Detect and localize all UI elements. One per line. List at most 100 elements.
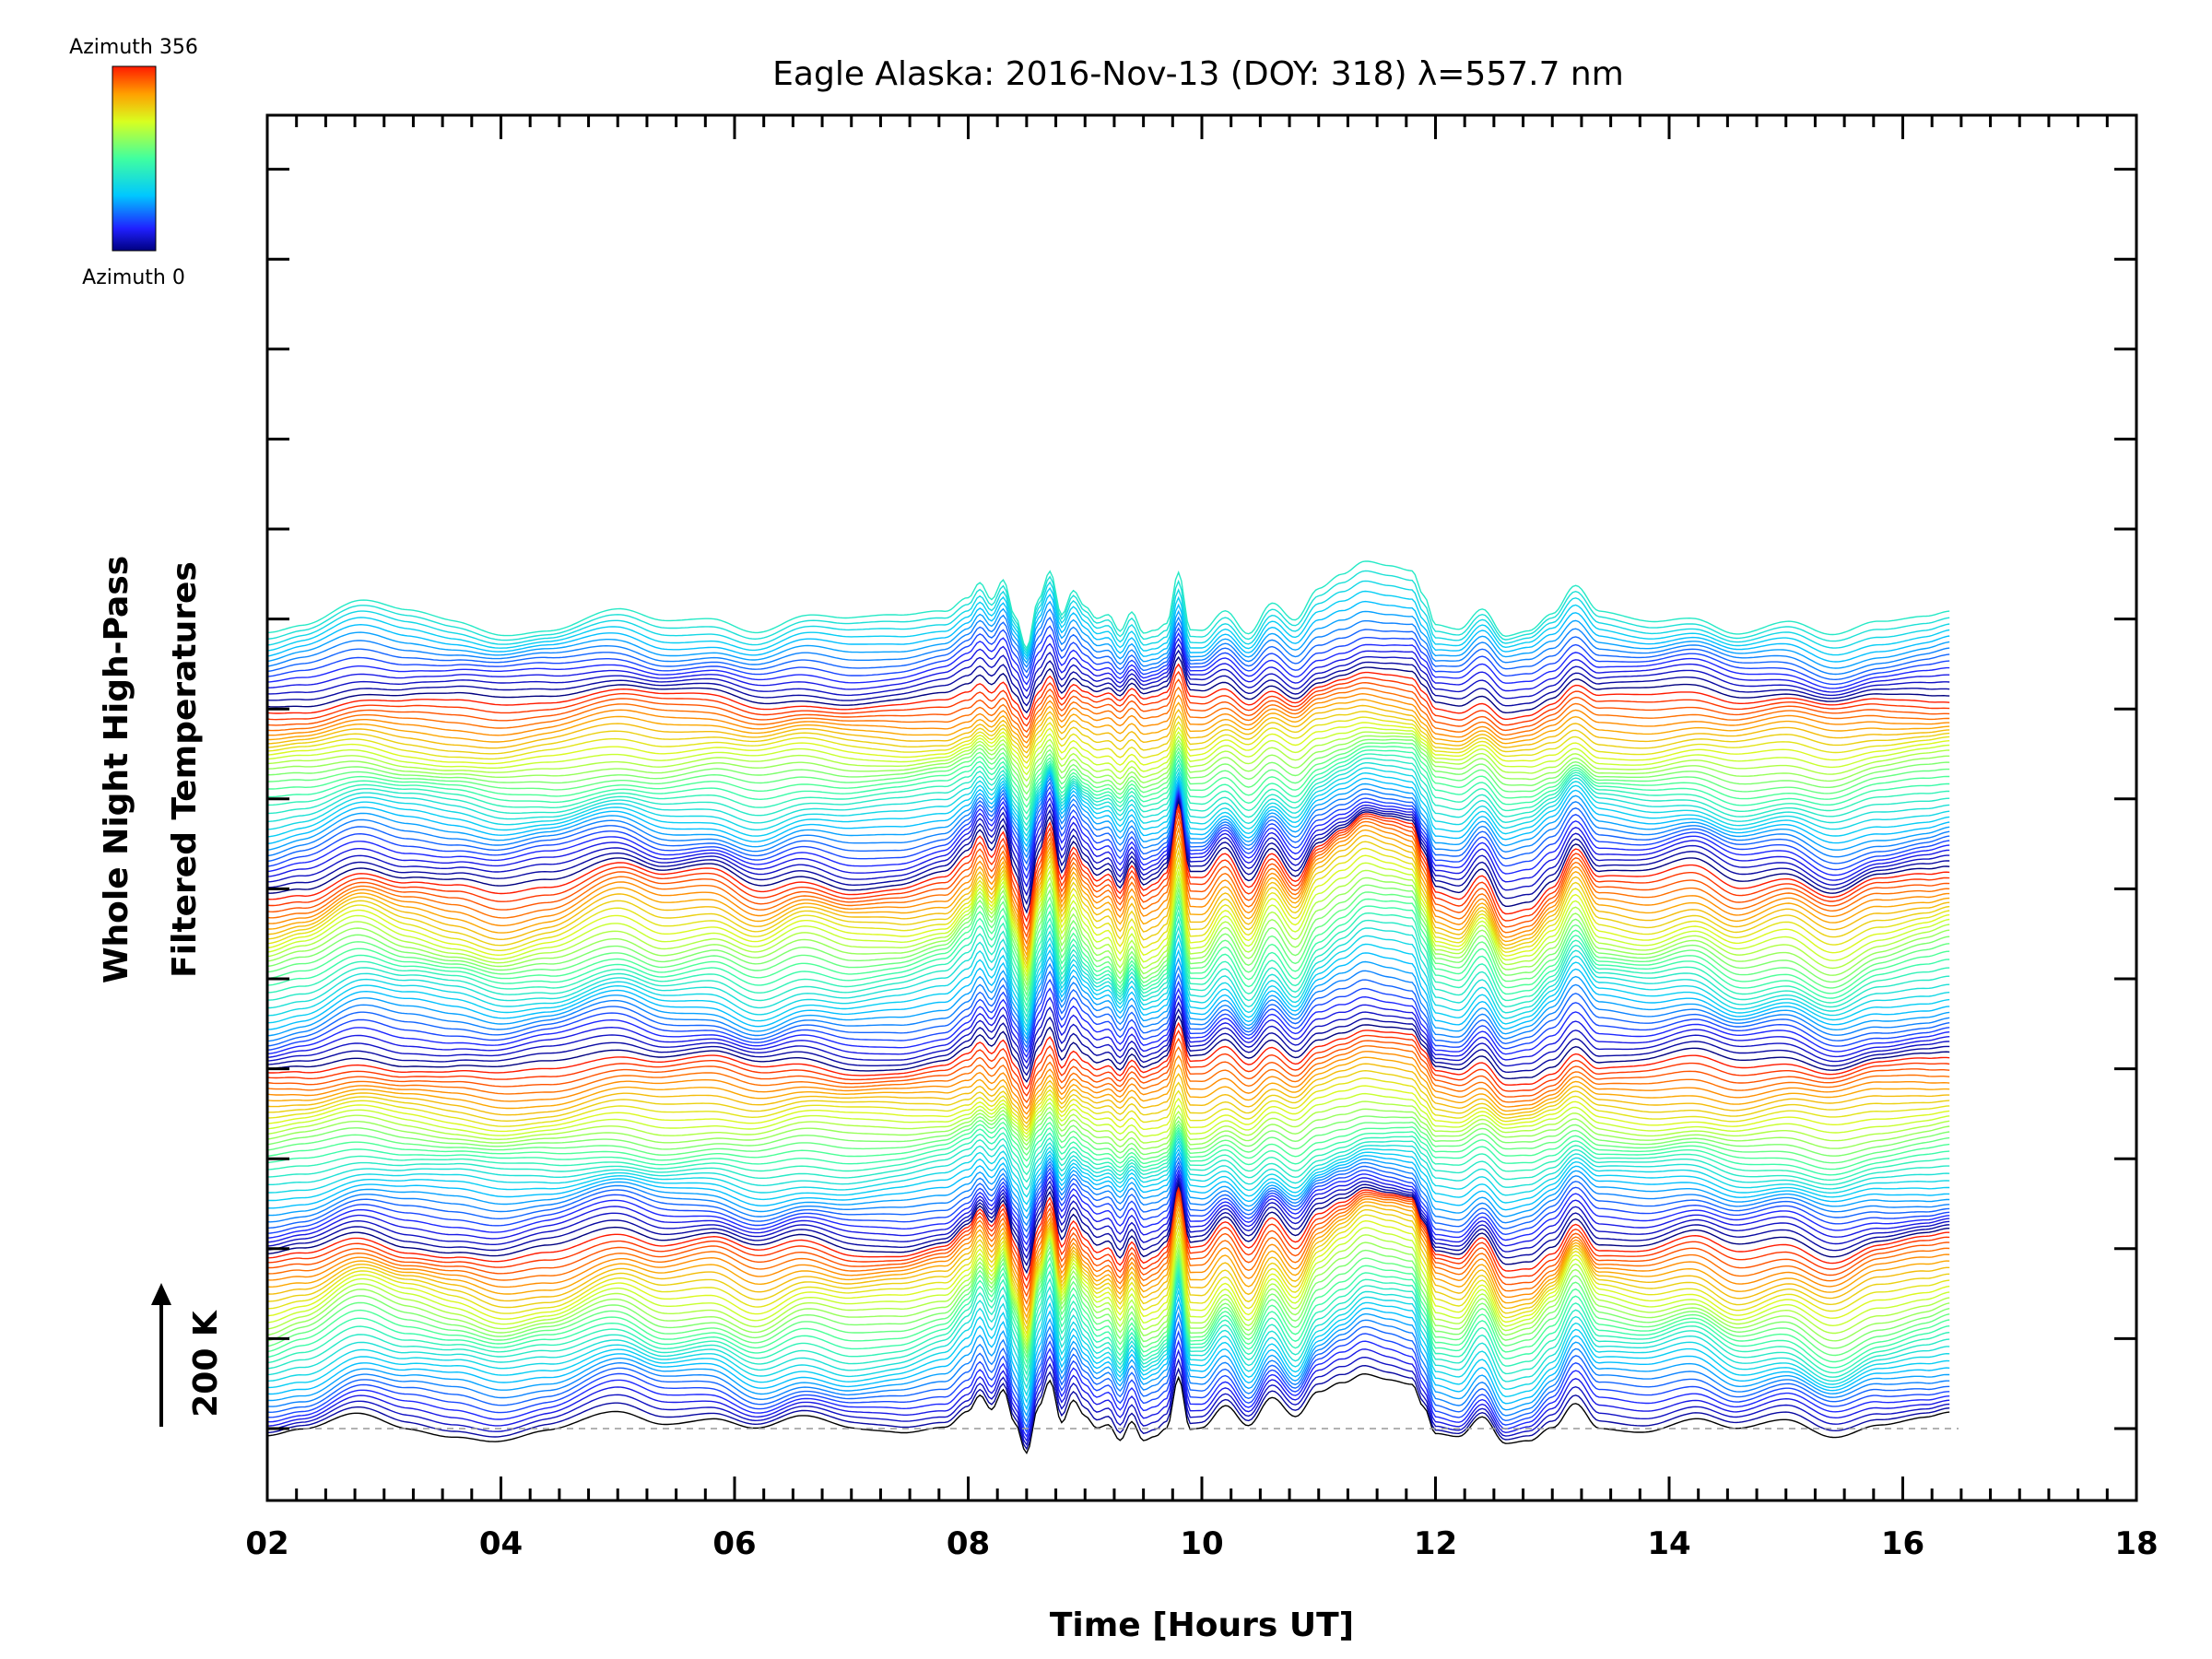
azimuth-trace xyxy=(267,655,1950,714)
azimuth-trace xyxy=(267,1106,1950,1150)
azimuth-trace xyxy=(267,762,1950,832)
azimuth-trace xyxy=(267,1303,1950,1418)
azimuth-trace xyxy=(267,1288,1950,1405)
azimuth-trace xyxy=(267,854,1950,974)
x-tick-label: 14 xyxy=(1647,1525,1690,1562)
azimuth-trace xyxy=(267,781,1950,865)
azimuth-trace xyxy=(267,600,1950,669)
scale-bar-arrow-head xyxy=(151,1283,171,1305)
x-tick-label: 16 xyxy=(1881,1525,1924,1562)
x-tick-label: 10 xyxy=(1180,1525,1223,1562)
azimuth-trace xyxy=(267,891,1950,997)
azimuth-trace xyxy=(267,1111,1950,1157)
scale-bar: 200 K xyxy=(151,1283,225,1427)
x-axis-label: Time [Hours UT] xyxy=(1050,1606,1354,1644)
azimuth-trace xyxy=(267,1250,1950,1359)
azimuth-trace xyxy=(267,1144,1950,1206)
azimuth-trace xyxy=(267,917,1950,1018)
azimuth-trace xyxy=(267,1195,1950,1305)
azimuth-trace xyxy=(267,742,1950,802)
azimuth-trace xyxy=(267,802,1950,924)
azimuth-trace xyxy=(267,962,1950,1044)
azimuth-trace xyxy=(267,948,1950,1037)
azimuth-trace xyxy=(267,1192,1950,1298)
azimuth-trace xyxy=(267,608,1950,676)
azimuth-trace xyxy=(267,1372,1950,1455)
azimuth-trace xyxy=(267,1188,1950,1290)
azimuth-trace xyxy=(267,798,1950,914)
azimuth-trace xyxy=(267,1126,1950,1176)
azimuth-trace xyxy=(267,616,1950,681)
x-tick-label: 06 xyxy=(712,1525,756,1562)
azimuth-trace xyxy=(267,711,1950,759)
azimuth-trace xyxy=(267,1282,1950,1397)
azimuth-trace xyxy=(267,637,1950,693)
azimuth-trace xyxy=(267,898,1950,1003)
azimuth-trace xyxy=(267,847,1950,970)
trace-series xyxy=(267,560,1950,1455)
azimuth-trace xyxy=(267,1244,1950,1355)
azimuth-trace xyxy=(267,1069,1950,1129)
azimuth-trace xyxy=(267,1182,1950,1275)
azimuth-trace xyxy=(267,593,1950,663)
azimuth-trace xyxy=(267,699,1950,749)
azimuth-trace xyxy=(267,987,1950,1058)
azimuth-trace xyxy=(267,1056,1950,1121)
x-tick-label: 02 xyxy=(245,1525,288,1562)
azimuth-trace xyxy=(267,956,1950,1041)
azimuth-trace xyxy=(267,794,1950,906)
azimuth-trace xyxy=(267,1320,1950,1429)
azimuth-trace xyxy=(267,1241,1950,1351)
azimuth-trace xyxy=(267,746,1950,808)
azimuth-trace xyxy=(267,1185,1950,1282)
azimuth-trace xyxy=(267,1277,1950,1390)
azimuth-trace xyxy=(267,841,1950,966)
azimuth-trace xyxy=(267,560,1950,650)
azimuth-trace xyxy=(267,1348,1950,1442)
azimuth-trace xyxy=(267,940,1950,1032)
azimuth-trace xyxy=(267,1201,1950,1319)
azimuth-trace xyxy=(267,1077,1950,1132)
azimuth-trace xyxy=(267,1134,1950,1186)
azimuth-trace xyxy=(267,904,1950,1008)
azimuth-trace xyxy=(267,1121,1950,1171)
azimuth-trace xyxy=(267,970,1950,1049)
azimuth-trace xyxy=(267,1051,1950,1115)
azimuth-trace xyxy=(267,1205,1950,1325)
azimuth-trace xyxy=(267,1169,1950,1246)
azimuth-trace xyxy=(267,978,1950,1053)
azimuth-trace xyxy=(267,785,1950,873)
azimuth-trace xyxy=(267,1175,1950,1260)
azimuth-trace xyxy=(267,1364,1950,1451)
azimuth-trace xyxy=(267,1030,1950,1097)
azimuth-trace xyxy=(267,813,1950,938)
azimuth-trace xyxy=(267,570,1950,653)
azimuth-trace xyxy=(267,625,1950,686)
azimuth-trace xyxy=(267,1063,1950,1124)
y-axis-label-line2: Filtered Temperatures xyxy=(166,561,204,978)
colorbar-bottom-label: Azimuth 0 xyxy=(82,266,185,289)
azimuth-trace xyxy=(267,1136,1950,1191)
azimuth-trace xyxy=(267,1268,1950,1376)
azimuth-trace xyxy=(267,1227,1950,1344)
azimuth-trace xyxy=(267,722,1950,770)
azimuth-trace xyxy=(267,704,1950,754)
azimuth-trace xyxy=(267,749,1950,815)
azimuth-trace xyxy=(267,1140,1950,1198)
azimuth-trace xyxy=(267,911,1950,1013)
x-tick-label: 04 xyxy=(479,1525,523,1562)
azimuth-trace xyxy=(267,771,1950,848)
azimuth-trace xyxy=(267,1330,1950,1434)
azimuth-trace xyxy=(267,678,1950,733)
colorbar-gradient xyxy=(112,65,157,252)
azimuth-trace xyxy=(267,1021,1950,1090)
azimuth-trace xyxy=(267,1198,1950,1312)
x-tick-label: 08 xyxy=(947,1525,990,1562)
scale-bar-label: 200 K xyxy=(187,1310,225,1418)
azimuth-trace xyxy=(267,1356,1950,1447)
azimuth-trace xyxy=(267,884,1950,992)
x-axis-tick-labels: 02 04 06 08 10 12 14 16 18 xyxy=(245,1525,2158,1562)
x-tick-label: 12 xyxy=(1414,1525,1457,1562)
azimuth-trace xyxy=(267,738,1950,795)
